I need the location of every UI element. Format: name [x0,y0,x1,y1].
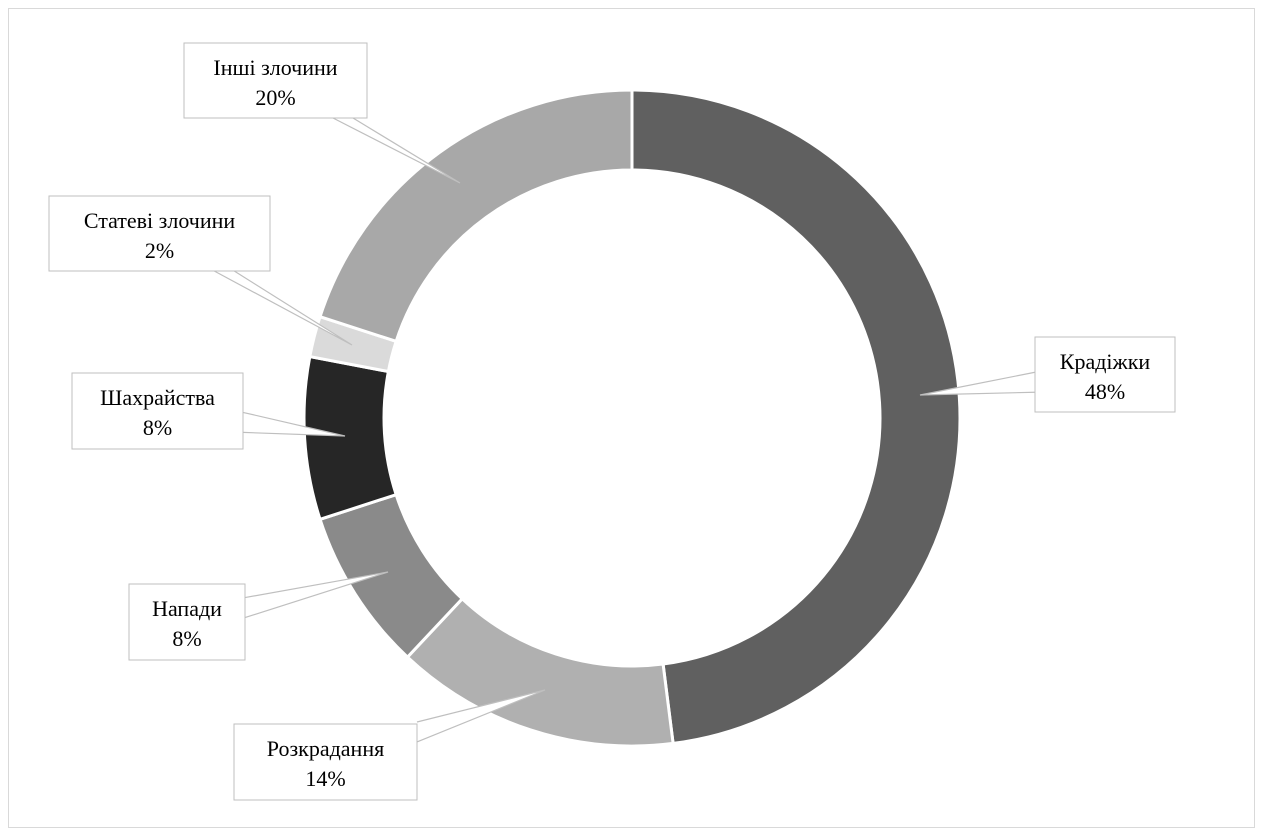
label-box [71,372,244,450]
slice-category-label: Інші злочини [213,55,337,80]
label-box [183,42,368,119]
data-label-5: Статеві злочини 2% [48,195,353,346]
donut-slices [302,88,962,748]
label-box [233,723,418,801]
label-leader-line [244,571,389,619]
label-leader-line [919,371,1036,396]
data-label-1: Крадіжки 48% [919,336,1176,413]
slice-category-label: Шахрайства [100,385,215,410]
label-leader-line [416,689,546,743]
data-label-2: Розкрадання 14% [233,689,546,801]
slice-percent-label: 8% [172,626,201,651]
slice-percent-label: 48% [1085,379,1125,404]
slice-category-label: Крадіжки [1060,349,1151,374]
donut-slice-1 [630,88,962,746]
label-leader-line [242,411,346,437]
slice-percent-label: 14% [305,766,345,791]
slice-percent-label: 8% [143,415,172,440]
data-label-3: Напади 8% [128,571,389,661]
label-leader-line [213,270,353,346]
label-box [128,583,246,661]
slice-category-label: Напади [152,596,222,621]
label-leader-line [332,117,461,184]
label-box [1034,336,1176,413]
donut-slice-6 [318,88,634,344]
donut-slice-4 [302,354,399,522]
slice-percent-label: 20% [255,85,295,110]
data-label-4: Шахрайства 8% [71,372,346,450]
slice-category-label: Статеві злочини [84,208,236,233]
data-label-6: Інші злочини 20% [183,42,461,184]
slice-percent-label: 2% [145,238,174,263]
slice-category-label: Розкрадання [267,736,384,761]
label-box [48,195,271,272]
